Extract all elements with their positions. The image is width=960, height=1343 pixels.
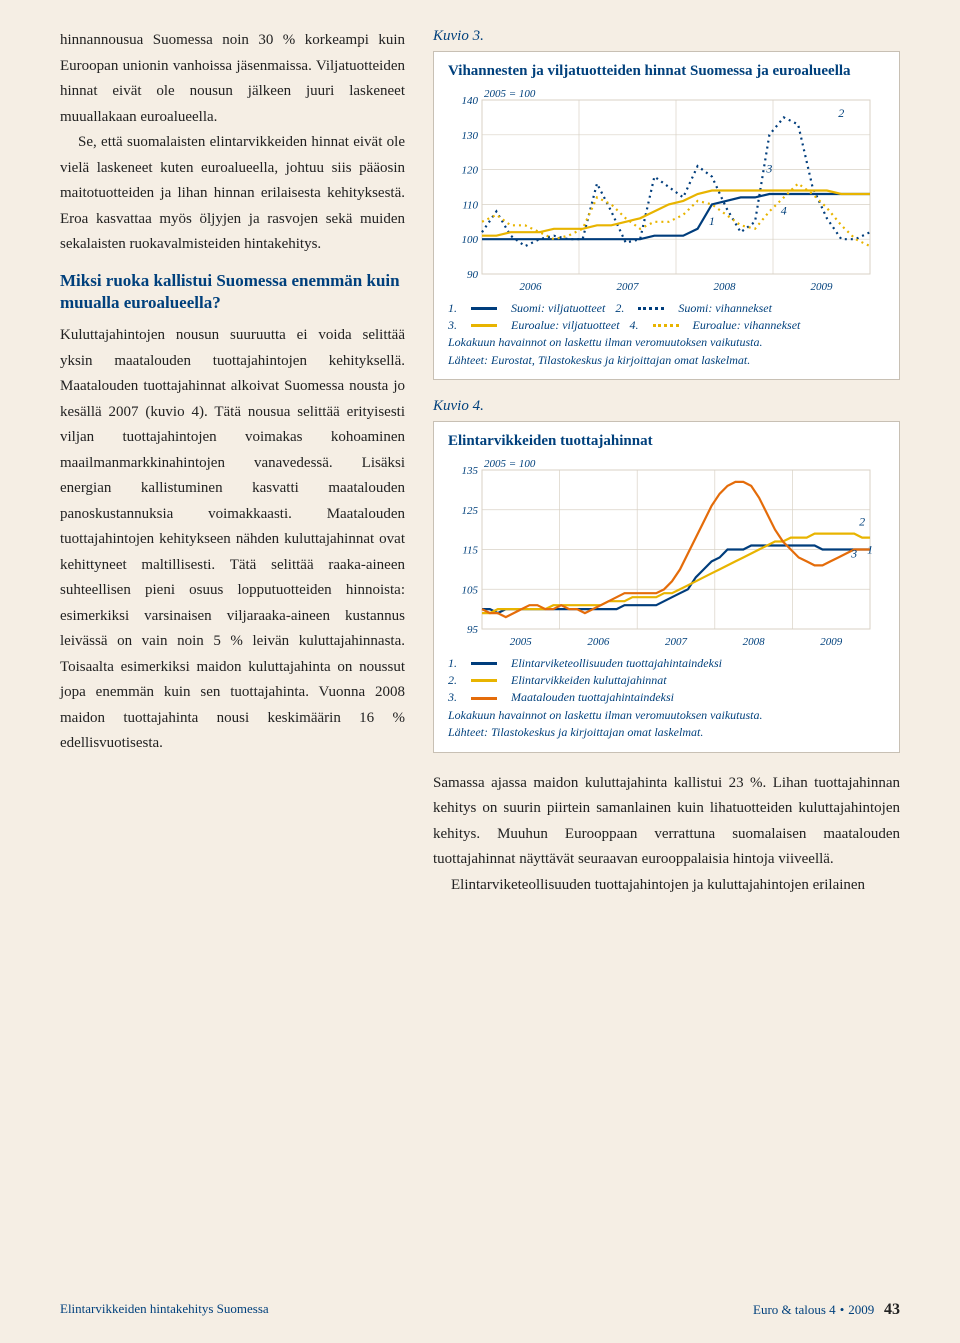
- legend-label: Maatalouden tuottajahintaindeksi: [511, 689, 674, 706]
- svg-text:130: 130: [462, 129, 479, 141]
- svg-text:2007: 2007: [617, 281, 640, 293]
- svg-text:2005 = 100: 2005 = 100: [484, 88, 536, 100]
- legend-num: 2.: [448, 672, 457, 689]
- svg-text:105: 105: [462, 584, 479, 596]
- chart-3-svg: 2005 = 100 90 100 110 120 130 140 2006 2007 2008 2…: [448, 84, 878, 294]
- section-subhead: Miksi ruoka kallistui Suomessa enemmän k…: [60, 270, 405, 316]
- legend-label: Elintarvikkeiden kuluttajahinnat: [511, 672, 667, 689]
- svg-text:2005: 2005: [510, 636, 533, 648]
- chart-4-svg: 2005 = 100 95 105 115 125 135 2005 2006 2007 2008…: [448, 454, 878, 649]
- legend-num: 1.: [448, 655, 457, 672]
- body-paragraph: Kuluttajahintojen nousun suuruutta ei vo…: [60, 323, 405, 757]
- chart-source: Lähteet: Tilastokeskus ja kirjoittajan o…: [448, 724, 885, 741]
- chart-title: Elintarvikkeiden tuottajahinnat: [448, 432, 885, 452]
- legend-label: Euroalue: viljatuotteet: [511, 317, 620, 334]
- footer-issue: Euro & talous 4•2009 43: [753, 1301, 900, 1319]
- figure-label: Kuvio 3.: [433, 28, 900, 45]
- svg-text:2009: 2009: [811, 281, 834, 293]
- legend-swatch: [471, 307, 497, 310]
- svg-text:2005 = 100: 2005 = 100: [484, 458, 536, 470]
- svg-text:2006: 2006: [587, 636, 610, 648]
- svg-text:2007: 2007: [665, 636, 688, 648]
- svg-text:120: 120: [462, 164, 479, 176]
- chart-4-legend: 1. Elintarviketeollisuuden tuottajahinta…: [448, 655, 885, 742]
- legend-swatch: [653, 324, 679, 327]
- svg-text:2: 2: [838, 105, 844, 119]
- svg-text:1: 1: [867, 542, 873, 556]
- footer-year: 2009: [848, 1302, 874, 1317]
- svg-text:110: 110: [462, 199, 478, 211]
- body-paragraph: Elintarviketeollisuuden tuottajahintojen…: [433, 873, 900, 899]
- chart-note: Lokakuun havainnot on laskettu ilman ver…: [448, 707, 885, 724]
- svg-text:3: 3: [765, 161, 772, 175]
- svg-text:2006: 2006: [520, 281, 543, 293]
- svg-text:3: 3: [850, 546, 857, 560]
- footer-journal: Euro & talous 4: [753, 1302, 836, 1317]
- page-number: 43: [884, 1301, 900, 1318]
- svg-text:95: 95: [467, 624, 479, 636]
- legend-swatch: [471, 697, 497, 700]
- right-column: Kuvio 3. Vihannesten ja viljatuotteiden …: [433, 28, 900, 898]
- svg-text:2009: 2009: [820, 636, 843, 648]
- chart-box-4: Elintarvikkeiden tuottajahinnat 2005 = 1…: [433, 421, 900, 752]
- chart-note: Lokakuun havainnot on laskettu ilman ver…: [448, 334, 885, 351]
- svg-text:135: 135: [462, 465, 479, 477]
- figure-label: Kuvio 4.: [433, 398, 900, 415]
- svg-text:100: 100: [462, 234, 479, 246]
- body-paragraph: Samassa ajassa maidon kuluttajahinta kal…: [433, 771, 900, 873]
- legend-swatch: [471, 679, 497, 682]
- legend-swatch: [471, 324, 497, 327]
- legend-num: 3.: [448, 689, 457, 706]
- svg-text:4: 4: [781, 203, 787, 217]
- page-footer: Elintarvikkeiden hintakehitys Suomessa E…: [60, 1301, 900, 1319]
- legend-num: 1.: [448, 300, 457, 317]
- body-paragraph: Se, että suomalaisten elintarvikkeiden h…: [60, 130, 405, 258]
- svg-text:2008: 2008: [743, 636, 766, 648]
- legend-num: 2.: [615, 300, 624, 317]
- svg-text:125: 125: [462, 504, 479, 516]
- svg-text:2008: 2008: [714, 281, 737, 293]
- svg-text:1: 1: [709, 213, 715, 227]
- legend-label: Suomi: viljatuotteet: [511, 300, 605, 317]
- footer-article-title: Elintarvikkeiden hintakehitys Suomessa: [60, 1301, 269, 1319]
- legend-num: 4.: [630, 317, 639, 334]
- body-paragraph: hinnannousua Suomessa noin 30 % korkeamp…: [60, 28, 405, 130]
- chart-box-3: Vihannesten ja viljatuotteiden hinnat Su…: [433, 51, 900, 380]
- svg-text:115: 115: [462, 544, 478, 556]
- legend-swatch: [471, 662, 497, 665]
- svg-text:90: 90: [467, 269, 479, 281]
- legend-label: Elintarviketeollisuuden tuottajahintaind…: [511, 655, 722, 672]
- chart-source: Lähteet: Eurostat, Tilastokeskus ja kirj…: [448, 352, 885, 369]
- legend-label: Euroalue: vihannekset: [693, 317, 801, 334]
- right-body-text: Samassa ajassa maidon kuluttajahinta kal…: [433, 771, 900, 899]
- left-column: hinnannousua Suomessa noin 30 % korkeamp…: [60, 28, 405, 898]
- legend-num: 3.: [448, 317, 457, 334]
- legend-label: Suomi: vihannekset: [678, 300, 772, 317]
- chart-3-legend: 1. Suomi: viljatuotteet 2. Suomi: vihann…: [448, 300, 885, 370]
- svg-text:140: 140: [462, 95, 479, 107]
- chart-title: Vihannesten ja viljatuotteiden hinnat Su…: [448, 62, 885, 82]
- legend-swatch: [638, 307, 664, 310]
- svg-text:2: 2: [859, 514, 865, 528]
